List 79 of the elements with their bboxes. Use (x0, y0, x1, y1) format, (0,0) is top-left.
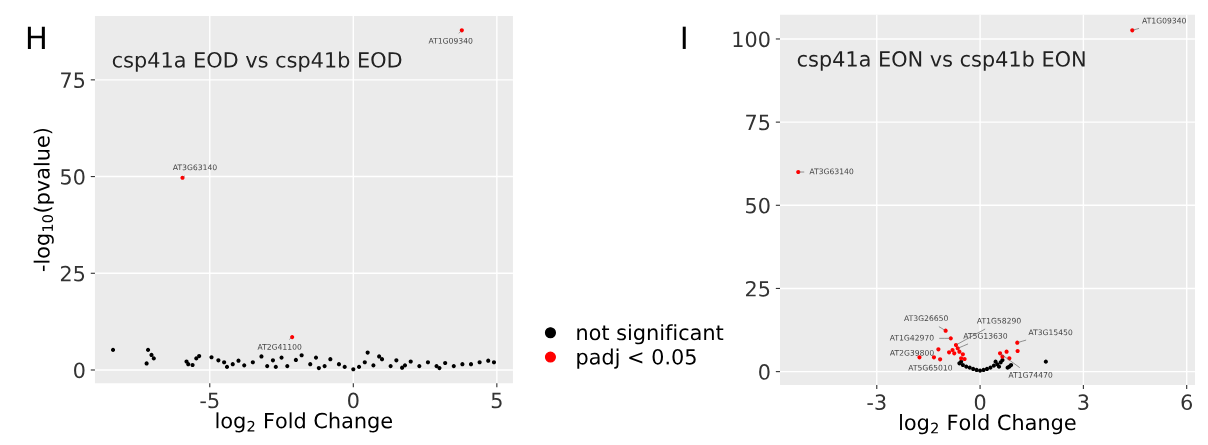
point (443, 360, 448, 366)
x-tick-label: 0 (348, 392, 359, 409)
point (400, 365, 405, 370)
point (342, 364, 347, 369)
point (362, 360, 367, 365)
x-tick-label: -5 (200, 392, 219, 409)
point (265, 364, 270, 369)
point (351, 367, 356, 372)
point (197, 353, 202, 359)
point (931, 355, 937, 360)
point (377, 354, 382, 359)
point (984, 366, 990, 372)
y-tick-label: 0 (759, 364, 770, 380)
point (379, 357, 385, 362)
point (308, 362, 313, 367)
point (151, 356, 156, 361)
point (328, 357, 333, 362)
y-tick-label: 100 (733, 31, 770, 48)
point (388, 364, 393, 369)
y-tick-label: 50 (61, 169, 85, 185)
x-tick-label: 3 (1078, 394, 1089, 411)
point (451, 364, 456, 369)
x-axis-title: log$_{2}$ Fold Change (900, 414, 1076, 435)
point (977, 368, 983, 373)
point (313, 355, 319, 360)
point (417, 364, 422, 369)
point (194, 356, 199, 361)
x-tick-label: 5 (491, 392, 502, 409)
point (402, 363, 408, 368)
point (468, 362, 474, 367)
point (477, 360, 482, 365)
point (486, 358, 491, 363)
point (270, 358, 276, 363)
point (356, 364, 362, 369)
point (285, 364, 290, 369)
x-tick-label: 0 (974, 394, 986, 411)
y-tick-label: 0 (74, 362, 85, 379)
point (209, 355, 214, 360)
x-tick-label: -3 (867, 394, 886, 411)
point (190, 362, 195, 368)
point (259, 354, 264, 359)
point (145, 347, 151, 352)
point (322, 364, 327, 369)
point (394, 358, 399, 363)
point (299, 353, 304, 358)
y-tick-label: 75 (746, 114, 770, 131)
point (224, 364, 230, 369)
point (950, 347, 955, 353)
point (110, 347, 116, 352)
x-tick-label: 6 (1181, 394, 1192, 411)
y-tick-label: 25 (60, 265, 85, 282)
point (293, 357, 298, 363)
point (1015, 348, 1020, 354)
point (947, 350, 952, 355)
point (460, 362, 465, 367)
text: I (682, 26, 686, 49)
point (216, 358, 221, 363)
point (149, 352, 154, 357)
y-axis-title: -log$_{10}$(pvalue) (33, 128, 54, 272)
point (242, 363, 247, 368)
point (222, 360, 227, 365)
point (273, 364, 278, 369)
point (230, 362, 235, 367)
text: csp41a EOD vs csp41b EOD (112, 51, 402, 72)
y-tick-label: 25 (745, 280, 770, 297)
point (491, 360, 497, 365)
point (408, 359, 413, 364)
point (336, 362, 342, 367)
point (1043, 359, 1048, 364)
x-axis-title: log$_{2}$ Fold Change (216, 412, 392, 433)
point (425, 360, 431, 365)
point (250, 360, 255, 365)
text: csp41a EON vs csp41b EON (797, 50, 1085, 71)
point (316, 365, 321, 371)
y-tick-label: 50 (746, 197, 770, 214)
y-tick-label: 75 (61, 72, 85, 89)
text: H (27, 26, 45, 49)
legend-label: padj < 0.05 (577, 348, 696, 369)
legend-label: not significant (577, 324, 724, 345)
